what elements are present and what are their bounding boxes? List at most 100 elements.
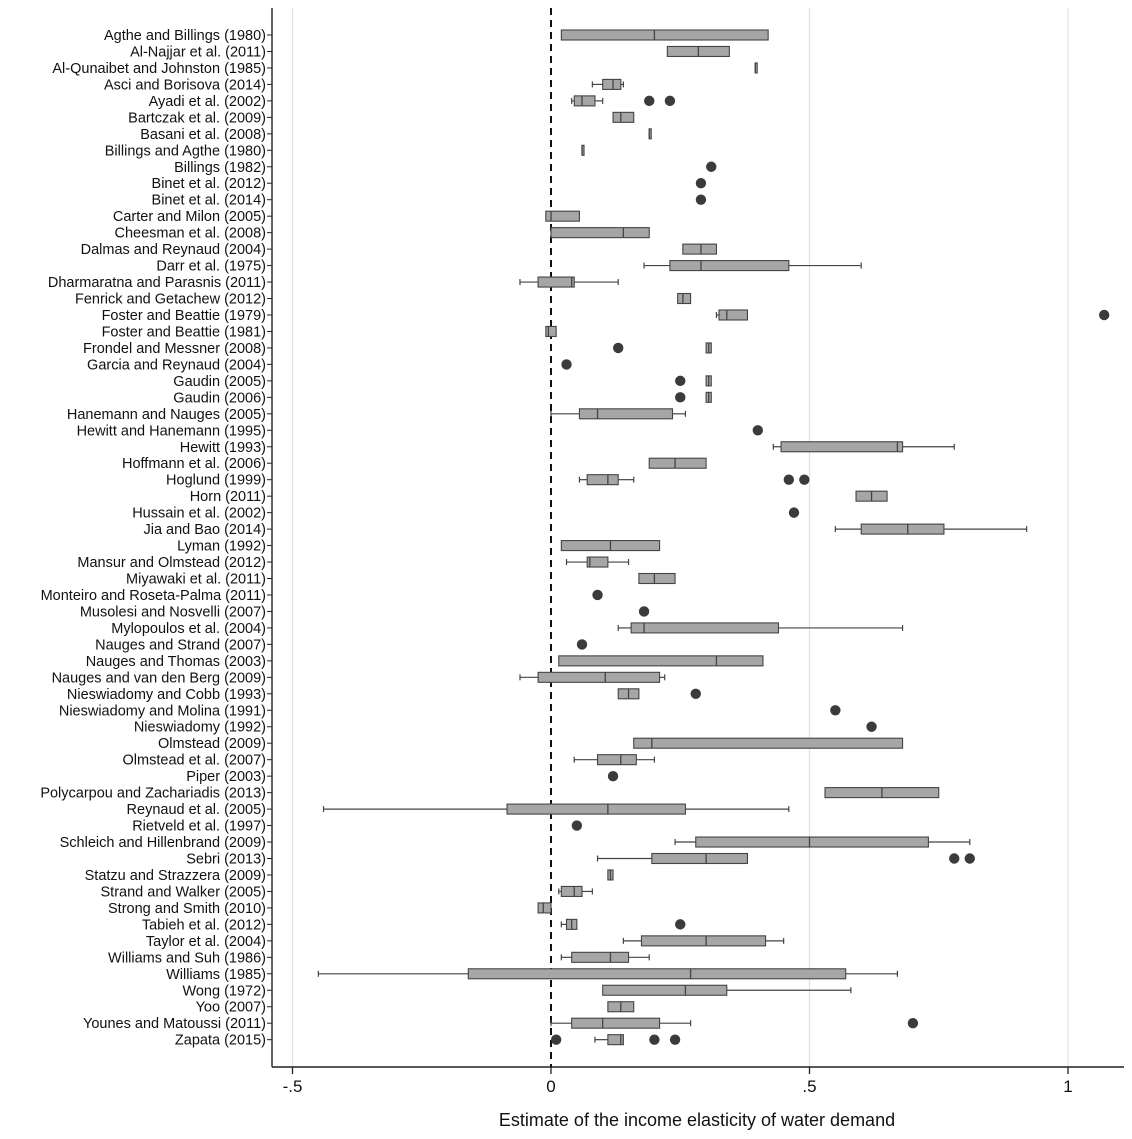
study-label: Strong and Smith (2010) bbox=[108, 901, 266, 917]
study-label: Gaudin (2005) bbox=[173, 374, 266, 390]
study-row: Williams and Suh (1986) bbox=[108, 950, 650, 966]
study-label: Dalmas and Reynaud (2004) bbox=[81, 242, 266, 258]
study-label: Lyman (1992) bbox=[177, 539, 266, 555]
study-label: Hoffmann et al. (2006) bbox=[122, 456, 266, 472]
study-row: Nauges and Thomas (2003) bbox=[86, 654, 764, 670]
study-label: Hussain et al. (2002) bbox=[132, 506, 266, 522]
study-row: Hussain et al. (2002) bbox=[132, 506, 800, 522]
study-label: Bartczak et al. (2009) bbox=[128, 110, 266, 126]
study-label: Garcia and Reynaud (2004) bbox=[87, 357, 266, 373]
iqr-box bbox=[633, 737, 904, 749]
x-tick-label: 1 bbox=[1063, 1077, 1072, 1096]
iqr-box bbox=[602, 984, 728, 996]
study-row: Garcia and Reynaud (2004) bbox=[87, 357, 572, 373]
study-label: Nieswiadomy and Cobb (1993) bbox=[67, 687, 266, 703]
study-label: Hanemann and Nauges (2005) bbox=[67, 407, 266, 423]
study-label: Carter and Milon (2005) bbox=[113, 209, 266, 225]
study-label: Piper (2003) bbox=[186, 769, 266, 785]
study-row: Nauges and van den Berg (2009) bbox=[52, 670, 666, 686]
study-label: Gaudin (2006) bbox=[173, 390, 266, 406]
study-row: Monteiro and Roseta-Palma (2011) bbox=[41, 588, 603, 604]
iqr-box bbox=[682, 243, 717, 255]
study-row: Sebri (2013) bbox=[186, 852, 975, 868]
iqr-box bbox=[571, 951, 630, 963]
study-row: Foster and Beattie (1979) bbox=[102, 308, 1110, 324]
study-row: Dharmaratna and Parasnis (2011) bbox=[48, 275, 619, 291]
study-label: Billings (1982) bbox=[174, 160, 266, 176]
iqr-box bbox=[612, 111, 635, 123]
study-row: Frondel and Messner (2008) bbox=[83, 341, 712, 357]
study-row: Hewitt and Hanemann (1995) bbox=[77, 423, 763, 439]
iqr-box bbox=[602, 78, 622, 90]
study-row: Miyawaki et al. (2011) bbox=[126, 572, 676, 588]
study-label: Miyawaki et al. (2011) bbox=[126, 572, 266, 588]
study-row: Strong and Smith (2010) bbox=[108, 901, 552, 917]
study-row: Nauges and Strand (2007) bbox=[95, 637, 588, 653]
outlier-point bbox=[783, 474, 795, 485]
study-label: Cheesman et al. (2008) bbox=[114, 226, 266, 242]
outlier-point bbox=[949, 853, 960, 864]
iqr-box bbox=[545, 325, 557, 338]
outlier-point bbox=[613, 342, 624, 354]
study-label: Ayadi et al. (2002) bbox=[149, 94, 266, 110]
x-tick-label: -.5 bbox=[283, 1077, 303, 1096]
study-label: Fenrick and Getachew (2012) bbox=[75, 292, 266, 308]
outlier-point bbox=[866, 721, 877, 732]
study-row: Olmstead (2009) bbox=[158, 736, 904, 752]
iqr-box bbox=[550, 227, 650, 239]
iqr-box bbox=[640, 935, 767, 947]
iqr-box bbox=[467, 968, 847, 980]
iqr-box bbox=[537, 902, 552, 914]
study-label: Agthe and Billings (1980) bbox=[104, 28, 266, 44]
study-row: Statzu and Strazzera (2009) bbox=[85, 868, 614, 884]
iqr-box bbox=[560, 29, 769, 41]
study-row: Billings and Agthe (1980) bbox=[105, 143, 585, 159]
study-label: Billings and Agthe (1980) bbox=[105, 143, 266, 159]
study-label: Nauges and van den Berg (2009) bbox=[52, 670, 266, 686]
study-row: Musolesi and Nosvelli (2007) bbox=[80, 604, 650, 620]
study-label: Williams (1985) bbox=[166, 967, 266, 983]
study-label: Wong (1972) bbox=[182, 983, 266, 999]
x-tick-label: 0 bbox=[546, 1077, 555, 1096]
iqr-box bbox=[607, 1034, 624, 1046]
study-row: Binet et al. (2014) bbox=[152, 193, 707, 209]
outlier-point bbox=[788, 507, 800, 518]
study-label: Dharmaratna and Parasnis (2011) bbox=[48, 275, 266, 291]
study-label: Nieswiadomy (1992) bbox=[134, 720, 266, 736]
study-label: Williams and Suh (1986) bbox=[108, 950, 266, 966]
study-label: Darr et al. (1975) bbox=[156, 259, 266, 275]
study-label: Monteiro and Roseta-Palma (2011) bbox=[41, 588, 266, 604]
study-row: Al-Najjar et al. (2011) bbox=[130, 44, 730, 60]
study-label: Sebri (2013) bbox=[186, 852, 266, 868]
outlier-point bbox=[907, 1018, 919, 1029]
outlier-point bbox=[695, 194, 707, 205]
study-label: Statzu and Strazzera (2009) bbox=[85, 868, 266, 884]
outlier-point bbox=[607, 770, 619, 782]
study-label: Taylor et al. (2004) bbox=[146, 934, 266, 950]
outlier-point bbox=[644, 95, 655, 107]
study-label: Hoglund (1999) bbox=[166, 473, 266, 489]
iqr-box bbox=[560, 885, 583, 897]
study-label: Schleich and Hillenbrand (2009) bbox=[60, 835, 266, 851]
study-rows: Agthe and Billings (1980)Al-Najjar et al… bbox=[40, 28, 1110, 1049]
study-label: Al-Najjar et al. (2011) bbox=[130, 44, 266, 60]
iqr-box bbox=[860, 523, 945, 535]
outlier-point bbox=[690, 688, 701, 699]
study-row: Billings (1982) bbox=[174, 160, 717, 176]
study-row: Fenrick and Getachew (2012) bbox=[75, 292, 692, 308]
study-label: Binet et al. (2014) bbox=[152, 193, 266, 209]
x-axis-label: Estimate of the income elasticity of wat… bbox=[499, 1110, 895, 1130]
study-label: Asci and Borisova (2014) bbox=[104, 77, 266, 93]
iqr-box bbox=[677, 292, 692, 305]
study-row: Horn (2011) bbox=[190, 489, 888, 505]
study-row: Younes and Matoussi (2011) bbox=[83, 1016, 919, 1032]
outlier-point bbox=[752, 425, 763, 436]
outlier-point bbox=[638, 606, 650, 617]
study-row: Cheesman et al. (2008) bbox=[114, 226, 650, 242]
study-row: Hoffmann et al. (2006) bbox=[122, 456, 707, 472]
study-row: Dalmas and Reynaud (2004) bbox=[81, 242, 717, 258]
study-row: Lyman (1992) bbox=[177, 539, 661, 555]
outlier-point bbox=[576, 639, 588, 650]
study-row: Zapata (2015) bbox=[175, 1033, 681, 1049]
outlier-point bbox=[571, 820, 583, 831]
